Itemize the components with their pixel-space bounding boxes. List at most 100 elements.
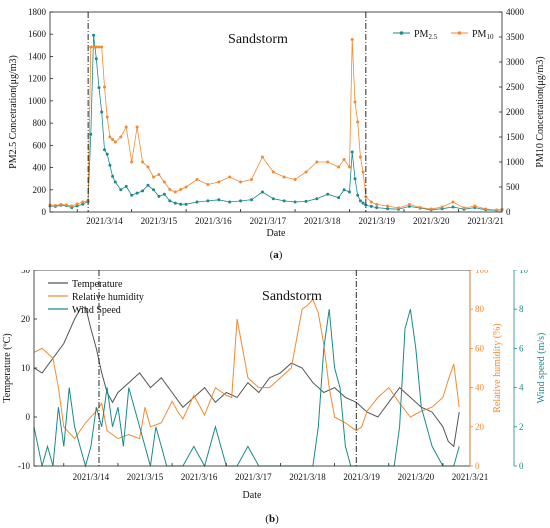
data-point-pm25 (358, 199, 362, 203)
y-right-tick-label-a: 500 (506, 182, 520, 192)
data-point-pm10 (105, 115, 109, 119)
y-right1-tick-label-b: 40 (475, 383, 485, 393)
x-tick-label-b: 2021/3/18 (289, 472, 326, 482)
data-point-pm25 (168, 199, 172, 203)
data-point-pm25 (179, 202, 183, 206)
x-tick-label-b: 2021/3/15 (127, 472, 164, 482)
data-point-pm25 (282, 199, 286, 203)
y-axis-label-right1-b: Relative humidity (%) (492, 323, 503, 412)
data-point-pm10 (53, 204, 57, 207)
data-point-pm10 (59, 203, 63, 206)
data-point-pm10 (369, 200, 373, 204)
x-tick-label-a: 2021/3/20 (413, 216, 450, 226)
data-point-pm10 (108, 135, 112, 139)
y-right-tick-label-a: 1500 (506, 132, 525, 142)
y-axis-label-left-a: PM2.5 Concetration(μg/m3) (8, 55, 19, 169)
data-point-pm10 (353, 100, 357, 104)
data-point-pm10 (206, 183, 210, 186)
data-point-pm10 (326, 160, 330, 164)
data-point-pm10 (358, 155, 362, 159)
x-axis-label-a: Date (267, 228, 286, 239)
data-point-pm25 (356, 193, 360, 197)
y-right2-tick-label-b: 4 (519, 383, 524, 393)
y-left-tick-label-b: 30 (21, 270, 31, 275)
data-point-pm25 (260, 190, 264, 194)
data-point-pm25 (97, 86, 101, 90)
y-right2-tick-label-b: 0 (519, 461, 524, 471)
x-tick-label-a: 2021/3/18 (304, 216, 341, 226)
data-point-pm10 (239, 180, 243, 184)
data-point-pm10 (397, 206, 400, 210)
data-point-pm25 (81, 202, 85, 206)
data-point-pm10 (462, 206, 466, 210)
y-right-tick-label-a: 1000 (506, 157, 525, 167)
y-axis-label-right2-b: Wind speed (m/s) (536, 333, 547, 404)
data-point-pm10 (124, 125, 128, 129)
data-point-pm10 (103, 85, 106, 89)
y-right2-tick-label-b: 8 (519, 304, 524, 314)
data-point-pm25 (119, 188, 123, 192)
y-axis-label-right-a: PM10 Concetration(μg/m3) (535, 56, 546, 167)
data-point-pm10 (350, 38, 354, 41)
data-point-pm25 (113, 180, 117, 184)
y-left-tick-label-a: 0 (42, 207, 47, 217)
data-point-pm25 (94, 57, 98, 61)
data-point-pm25 (348, 190, 351, 194)
data-point-pm25 (89, 132, 93, 136)
legend-a: PM2.5 PM10 (393, 29, 494, 41)
y-right2-tick-label-b: 2 (519, 422, 524, 432)
x-tick-label-b: 2021/3/17 (235, 472, 272, 482)
y-left-tick-label-a: 1200 (28, 74, 47, 84)
data-point-pm10 (70, 204, 74, 208)
legend-label-humidity: Relative humidity (72, 292, 144, 303)
data-point-pm25 (124, 184, 128, 188)
y-right-tick-label-a: 3500 (506, 32, 525, 42)
data-point-pm10 (94, 45, 98, 49)
data-point-pm10 (293, 178, 297, 181)
data-point-pm25 (250, 198, 253, 202)
data-point-pm25 (184, 202, 188, 206)
data-point-pm10 (135, 125, 139, 129)
data-point-pm10 (473, 204, 477, 208)
series-line-humidity (33, 298, 460, 440)
data-point-pm25 (162, 192, 166, 196)
data-point-pm10 (157, 173, 161, 176)
data-point-pm10 (75, 202, 79, 206)
data-point-pm10 (337, 165, 341, 169)
data-point-pm25 (135, 191, 139, 195)
x-tick-label-b: 2021/3/19 (343, 472, 380, 482)
data-point-pm10 (228, 175, 232, 179)
data-point-pm25 (100, 110, 104, 114)
data-point-pm25 (103, 148, 106, 152)
data-point-pm25 (361, 201, 365, 205)
x-axis-label-b: Date (243, 490, 262, 501)
chart-b: -10 0 10 20 30 0 20 40 60 80 100 0 2 4 6 8 10 2021/3/14 20… (2, 270, 547, 525)
annotation-sandstorm-a: Sandstorm (228, 32, 288, 47)
data-point-pm25 (364, 203, 368, 207)
data-point-pm10 (162, 180, 166, 184)
x-tick-label-b: 2021/3/20 (398, 472, 435, 482)
data-point-pm25 (337, 196, 341, 200)
data-point-pm25 (342, 188, 346, 192)
data-point-pm25 (141, 189, 145, 193)
annotation-sandstorm-b: Sandstorm (262, 289, 322, 304)
data-point-pm25 (92, 33, 96, 37)
data-point-pm25 (375, 206, 379, 210)
data-point-pm25 (271, 197, 275, 201)
data-point-pm10 (356, 120, 360, 124)
series-line-wind-speed (33, 309, 460, 468)
data-point-pm10 (195, 178, 199, 181)
y-left-tick-label-a: 1000 (28, 96, 47, 106)
data-point-pm10 (130, 160, 134, 164)
x-tick-label-b: 2021/3/14 (73, 472, 110, 482)
data-point-pm10 (97, 45, 101, 49)
x-tick-label-a: 2021/3/14 (86, 216, 123, 226)
data-point-pm10 (217, 180, 221, 184)
data-point-pm25 (217, 198, 221, 202)
y-right1-tick-label-b: 0 (475, 461, 480, 471)
data-point-pm25 (369, 204, 373, 208)
y-left-tick-label-a: 600 (33, 140, 47, 150)
data-point-pm10 (81, 200, 85, 204)
data-point-pm10 (250, 178, 253, 181)
data-point-pm10 (440, 205, 444, 209)
